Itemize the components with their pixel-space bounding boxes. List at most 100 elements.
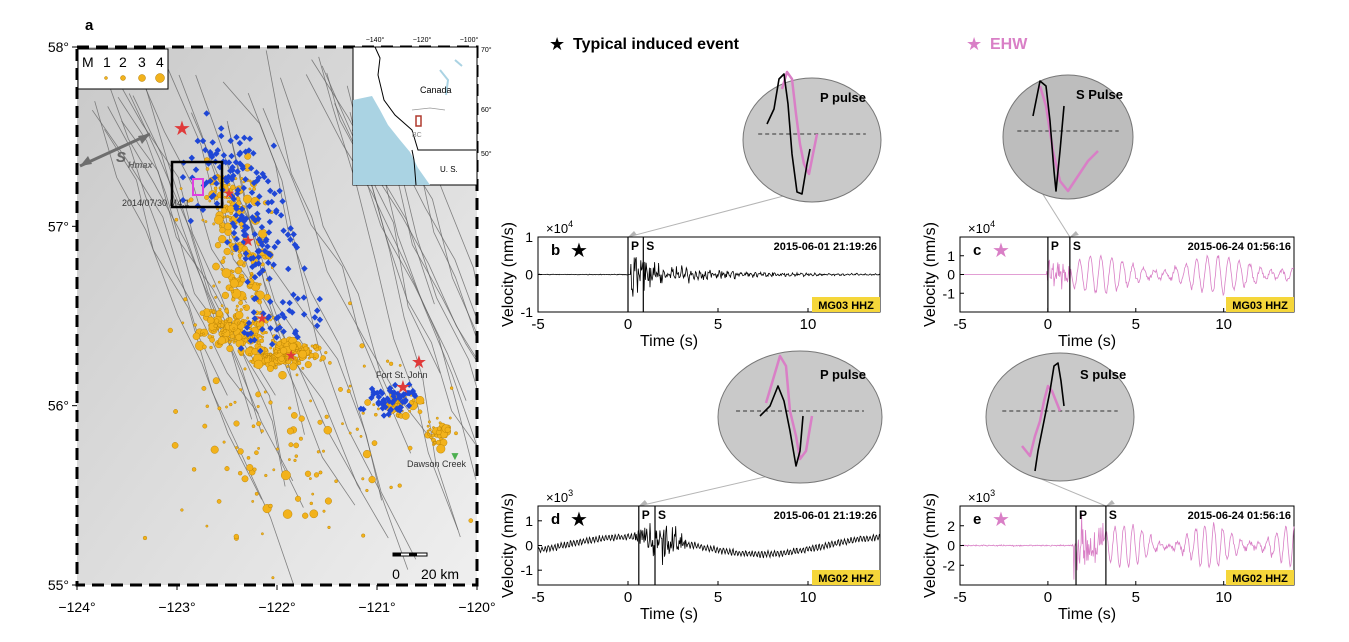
earthquake-dot <box>243 338 249 343</box>
station-marker <box>313 322 321 330</box>
station-marker <box>251 315 259 322</box>
earthquake-dot <box>230 252 234 256</box>
station-marker <box>242 176 249 183</box>
earthquake-dot <box>171 442 179 449</box>
earthquake-dot <box>298 415 305 422</box>
zoom-connector <box>638 475 768 507</box>
station-badge: MG02 HHZ <box>812 570 880 585</box>
earthquake-dot <box>298 347 302 351</box>
earthquake-dot <box>278 355 285 362</box>
x-tick-label: -5 <box>953 316 966 333</box>
earthquake-dot <box>348 384 352 388</box>
earthquake-dot <box>240 277 246 283</box>
station-marker <box>390 393 397 400</box>
station-marker <box>289 309 296 316</box>
shmax-label: S <box>116 149 126 166</box>
earthquake-dot <box>298 350 307 359</box>
red-star-icon: ★ <box>256 310 269 326</box>
map-y-tick-label: 58° <box>48 39 69 55</box>
pink-star-icon: ★ <box>966 34 982 54</box>
map-frame <box>75 45 479 587</box>
earthquake-dot <box>271 576 275 580</box>
station-marker <box>265 207 272 215</box>
y-exponent-power: 3 <box>568 488 573 498</box>
earthquake-dot <box>241 318 245 322</box>
waveform-panel-e: P Se ★ 2015-06-24 01:56:16 MG02 HHZ ×103 2 0 -2 -… <box>922 488 1295 623</box>
zoom-arrowhead <box>638 500 648 506</box>
earthquake-dot <box>248 352 252 356</box>
earthquake-dot <box>235 339 245 348</box>
station-marker <box>210 192 217 199</box>
earthquake-dot <box>205 524 209 528</box>
x-tick-label: 5 <box>714 316 722 333</box>
station-badge-bg <box>812 570 880 585</box>
earthquake-dot <box>243 296 247 300</box>
fault-line <box>94 101 263 500</box>
zoom-arrowhead <box>1069 231 1079 237</box>
s-pick-label: S <box>1109 508 1117 522</box>
station-badge: MG03 HHZ <box>812 297 880 312</box>
station-marker <box>406 389 413 397</box>
earthquake-dot <box>217 336 226 345</box>
station-marker <box>246 135 254 142</box>
station-marker <box>250 150 257 157</box>
waveform-trace <box>960 513 1295 580</box>
ehw-pulse-trace <box>1038 85 1099 193</box>
earthquake-dot <box>255 391 262 398</box>
earthquake-dot <box>223 215 226 219</box>
x-tick-label: 5 <box>714 589 722 606</box>
earthquake-dot <box>248 187 252 191</box>
station-marker <box>242 215 250 222</box>
station-marker <box>268 340 276 348</box>
earthquake-dot <box>323 426 332 435</box>
zoom-label: S pulse <box>1080 367 1126 382</box>
earthquake-dot <box>217 323 222 328</box>
earthquake-dot <box>218 235 227 244</box>
earthquake-dot <box>192 332 201 340</box>
earthquake-dot <box>243 367 247 371</box>
station-marker <box>241 222 249 230</box>
s-pick-label: S <box>1073 239 1081 253</box>
earthquake-dot <box>260 429 264 433</box>
earthquake-dot <box>214 318 220 324</box>
station-marker <box>239 162 246 170</box>
station-marker <box>259 170 266 178</box>
earthquake-dot <box>355 427 359 431</box>
station-marker <box>266 275 273 282</box>
y-exponent: ×104 <box>546 219 573 236</box>
earthquake-dot <box>288 442 294 448</box>
earthquake-dot <box>209 337 215 343</box>
map-x-tick-label: −121° <box>358 599 395 615</box>
earthquake-dot <box>454 431 458 436</box>
earthquake-dot <box>226 200 230 204</box>
y-tick-label: 0 <box>525 267 533 283</box>
fort-st-john-label: Fort St. John <box>376 370 428 380</box>
station-badge-bg <box>1226 570 1294 585</box>
station-marker <box>217 125 225 132</box>
earthquake-dot <box>237 448 244 455</box>
station-marker <box>254 210 261 217</box>
station-marker <box>247 330 255 337</box>
y-axis-label: Velocity (nm/s) <box>922 493 939 598</box>
earthquake-dot <box>224 319 228 323</box>
earthquake-dot <box>208 199 212 203</box>
station-marker <box>187 217 194 225</box>
station-marker <box>280 227 287 234</box>
earthquake-dot <box>266 352 270 356</box>
station-marker <box>227 167 234 175</box>
earthquake-dot <box>230 184 236 190</box>
x-tick-label: -5 <box>531 316 544 333</box>
earthquake-dot <box>359 343 365 349</box>
station-marker <box>251 295 258 303</box>
earthquake-dot <box>201 218 205 222</box>
earthquake-dot <box>220 267 224 271</box>
earthquake-dot <box>259 338 264 343</box>
y-tick-label: 2 <box>947 518 955 534</box>
earthquake-dot <box>205 404 210 408</box>
p-pick-label: P <box>631 239 639 253</box>
earthquake-dot <box>327 525 331 529</box>
station-marker <box>268 198 275 206</box>
